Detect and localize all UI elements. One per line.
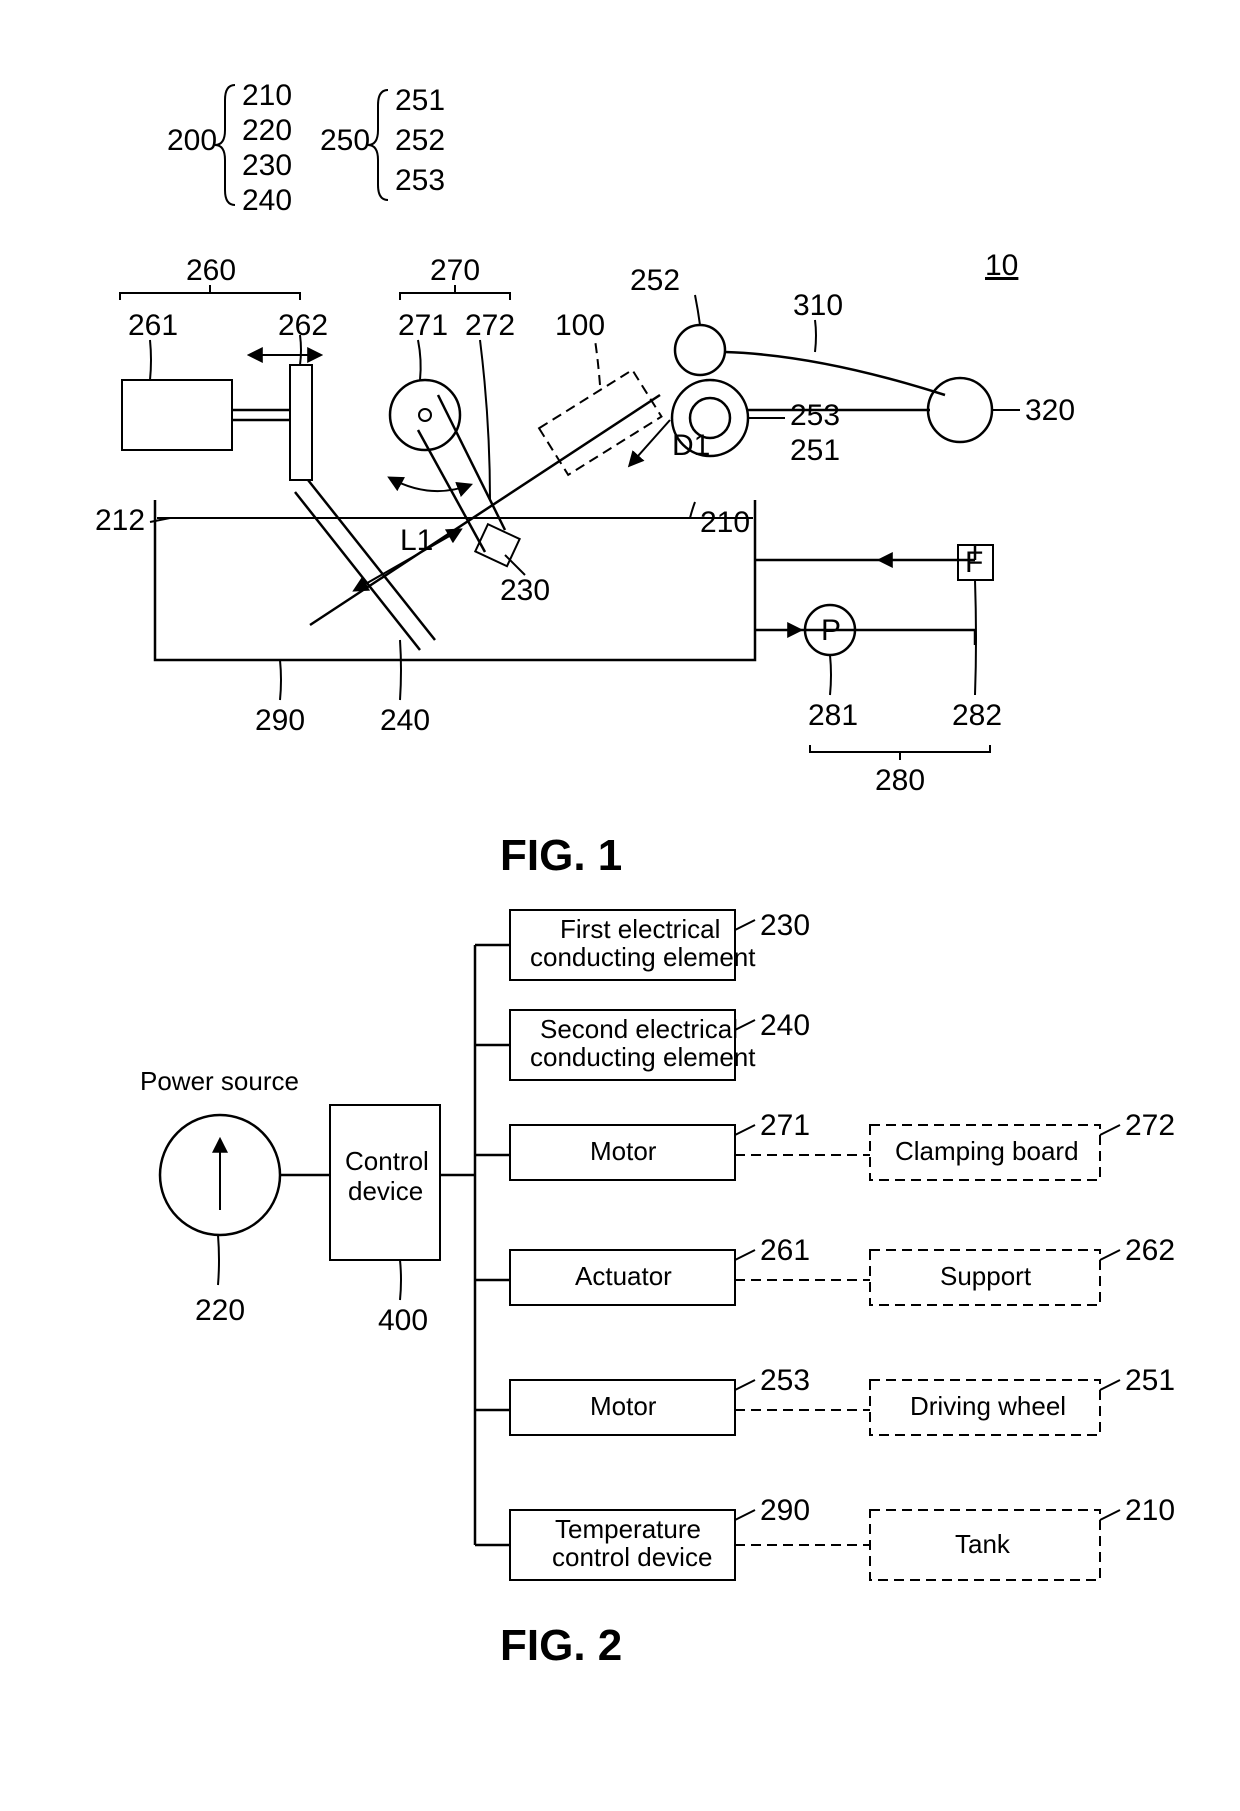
svg-text:Second electricalconducting el: Second electricalconducting element [530,1014,756,1072]
svg-text:252: 252 [395,124,445,157]
svg-text:262: 262 [278,309,328,342]
svg-text:100: 100 [555,309,605,342]
roller-252 [675,325,725,375]
svg-text:252: 252 [630,264,680,297]
legend-group-250: 250 251 252 253 [320,84,445,200]
svg-text:271: 271 [760,1109,810,1142]
svg-text:10: 10 [985,249,1018,282]
svg-text:D1: D1 [672,429,710,462]
support-262 [290,365,312,480]
actuator-261 [122,380,232,450]
svg-text:253: 253 [790,399,840,432]
svg-text:Tank: Tank [955,1529,1011,1559]
block-253: Motor 253 Driving wheel 251 [475,1364,1175,1435]
svg-text:Driving wheel: Driving wheel [910,1391,1066,1421]
svg-text:262: 262 [1125,1234,1175,1267]
svg-text:210: 210 [242,79,292,112]
svg-text:270: 270 [430,254,480,287]
tank-210 [155,500,755,660]
svg-text:251: 251 [790,434,840,467]
power-source-label: Power source [140,1066,299,1096]
svg-text:Clamping board: Clamping board [895,1136,1079,1166]
svg-text:200: 200 [167,124,217,157]
svg-text:230: 230 [500,574,550,607]
svg-text:281: 281 [808,699,858,732]
svg-text:251: 251 [395,84,445,117]
svg-text:290: 290 [760,1494,810,1527]
svg-text:272: 272 [465,309,515,342]
svg-text:251: 251 [1125,1364,1175,1397]
fig1-caption: FIG. 1 [500,831,622,880]
svg-text:P: P [821,614,841,647]
svg-text:Motor: Motor [590,1136,657,1166]
svg-text:230: 230 [760,909,810,942]
svg-text:260: 260 [186,254,236,287]
svg-text:L1: L1 [400,524,433,557]
svg-text:Temperaturecontrol device: Temperaturecontrol device [552,1514,712,1572]
svg-text:220: 220 [195,1294,245,1327]
spool-320 [928,378,992,442]
svg-text:250: 250 [320,124,370,157]
block-271: Motor 271 Clamping board 272 [475,1109,1175,1180]
svg-text:261: 261 [760,1234,810,1267]
svg-text:320: 320 [1025,394,1075,427]
motor-271 [390,380,460,450]
svg-text:First electricalconducting ele: First electricalconducting element [530,914,756,972]
svg-text:210: 210 [700,506,750,539]
svg-text:F: F [965,546,983,579]
svg-text:290: 290 [255,704,305,737]
svg-text:253: 253 [395,164,445,197]
block-290: Temperaturecontrol device 290 Tank 210 [475,1494,1175,1580]
svg-text:272: 272 [1125,1109,1175,1142]
svg-text:271: 271 [398,309,448,342]
svg-text:400: 400 [378,1304,428,1337]
block-261: Actuator 261 Support 262 [475,1234,1175,1305]
svg-text:Controldevice: Controldevice [345,1146,429,1206]
svg-text:310: 310 [793,289,843,322]
svg-text:230: 230 [242,149,292,182]
svg-text:280: 280 [875,764,925,797]
block-240: Second electricalconducting element 240 [475,1009,810,1080]
legend-group-200: 200 210 220 230 240 [167,79,292,217]
svg-text:282: 282 [952,699,1002,732]
block-230: First electricalconducting element 230 [475,909,810,980]
fig2-caption: FIG. 2 [500,1621,622,1670]
svg-text:253: 253 [760,1364,810,1397]
svg-text:240: 240 [760,1009,810,1042]
svg-text:Actuator: Actuator [575,1261,672,1291]
svg-text:240: 240 [380,704,430,737]
svg-text:Motor: Motor [590,1391,657,1421]
svg-text:Support: Support [940,1261,1032,1291]
svg-text:212: 212 [95,504,145,537]
svg-text:220: 220 [242,114,292,147]
svg-text:261: 261 [128,309,178,342]
fig1: 10 260 261 262 270 271 272 [95,249,1075,880]
fig2: Power source 220 Controldevice 400 First… [140,909,1175,1670]
part-100 [539,370,661,475]
svg-text:240: 240 [242,184,292,217]
svg-text:210: 210 [1125,1494,1175,1527]
